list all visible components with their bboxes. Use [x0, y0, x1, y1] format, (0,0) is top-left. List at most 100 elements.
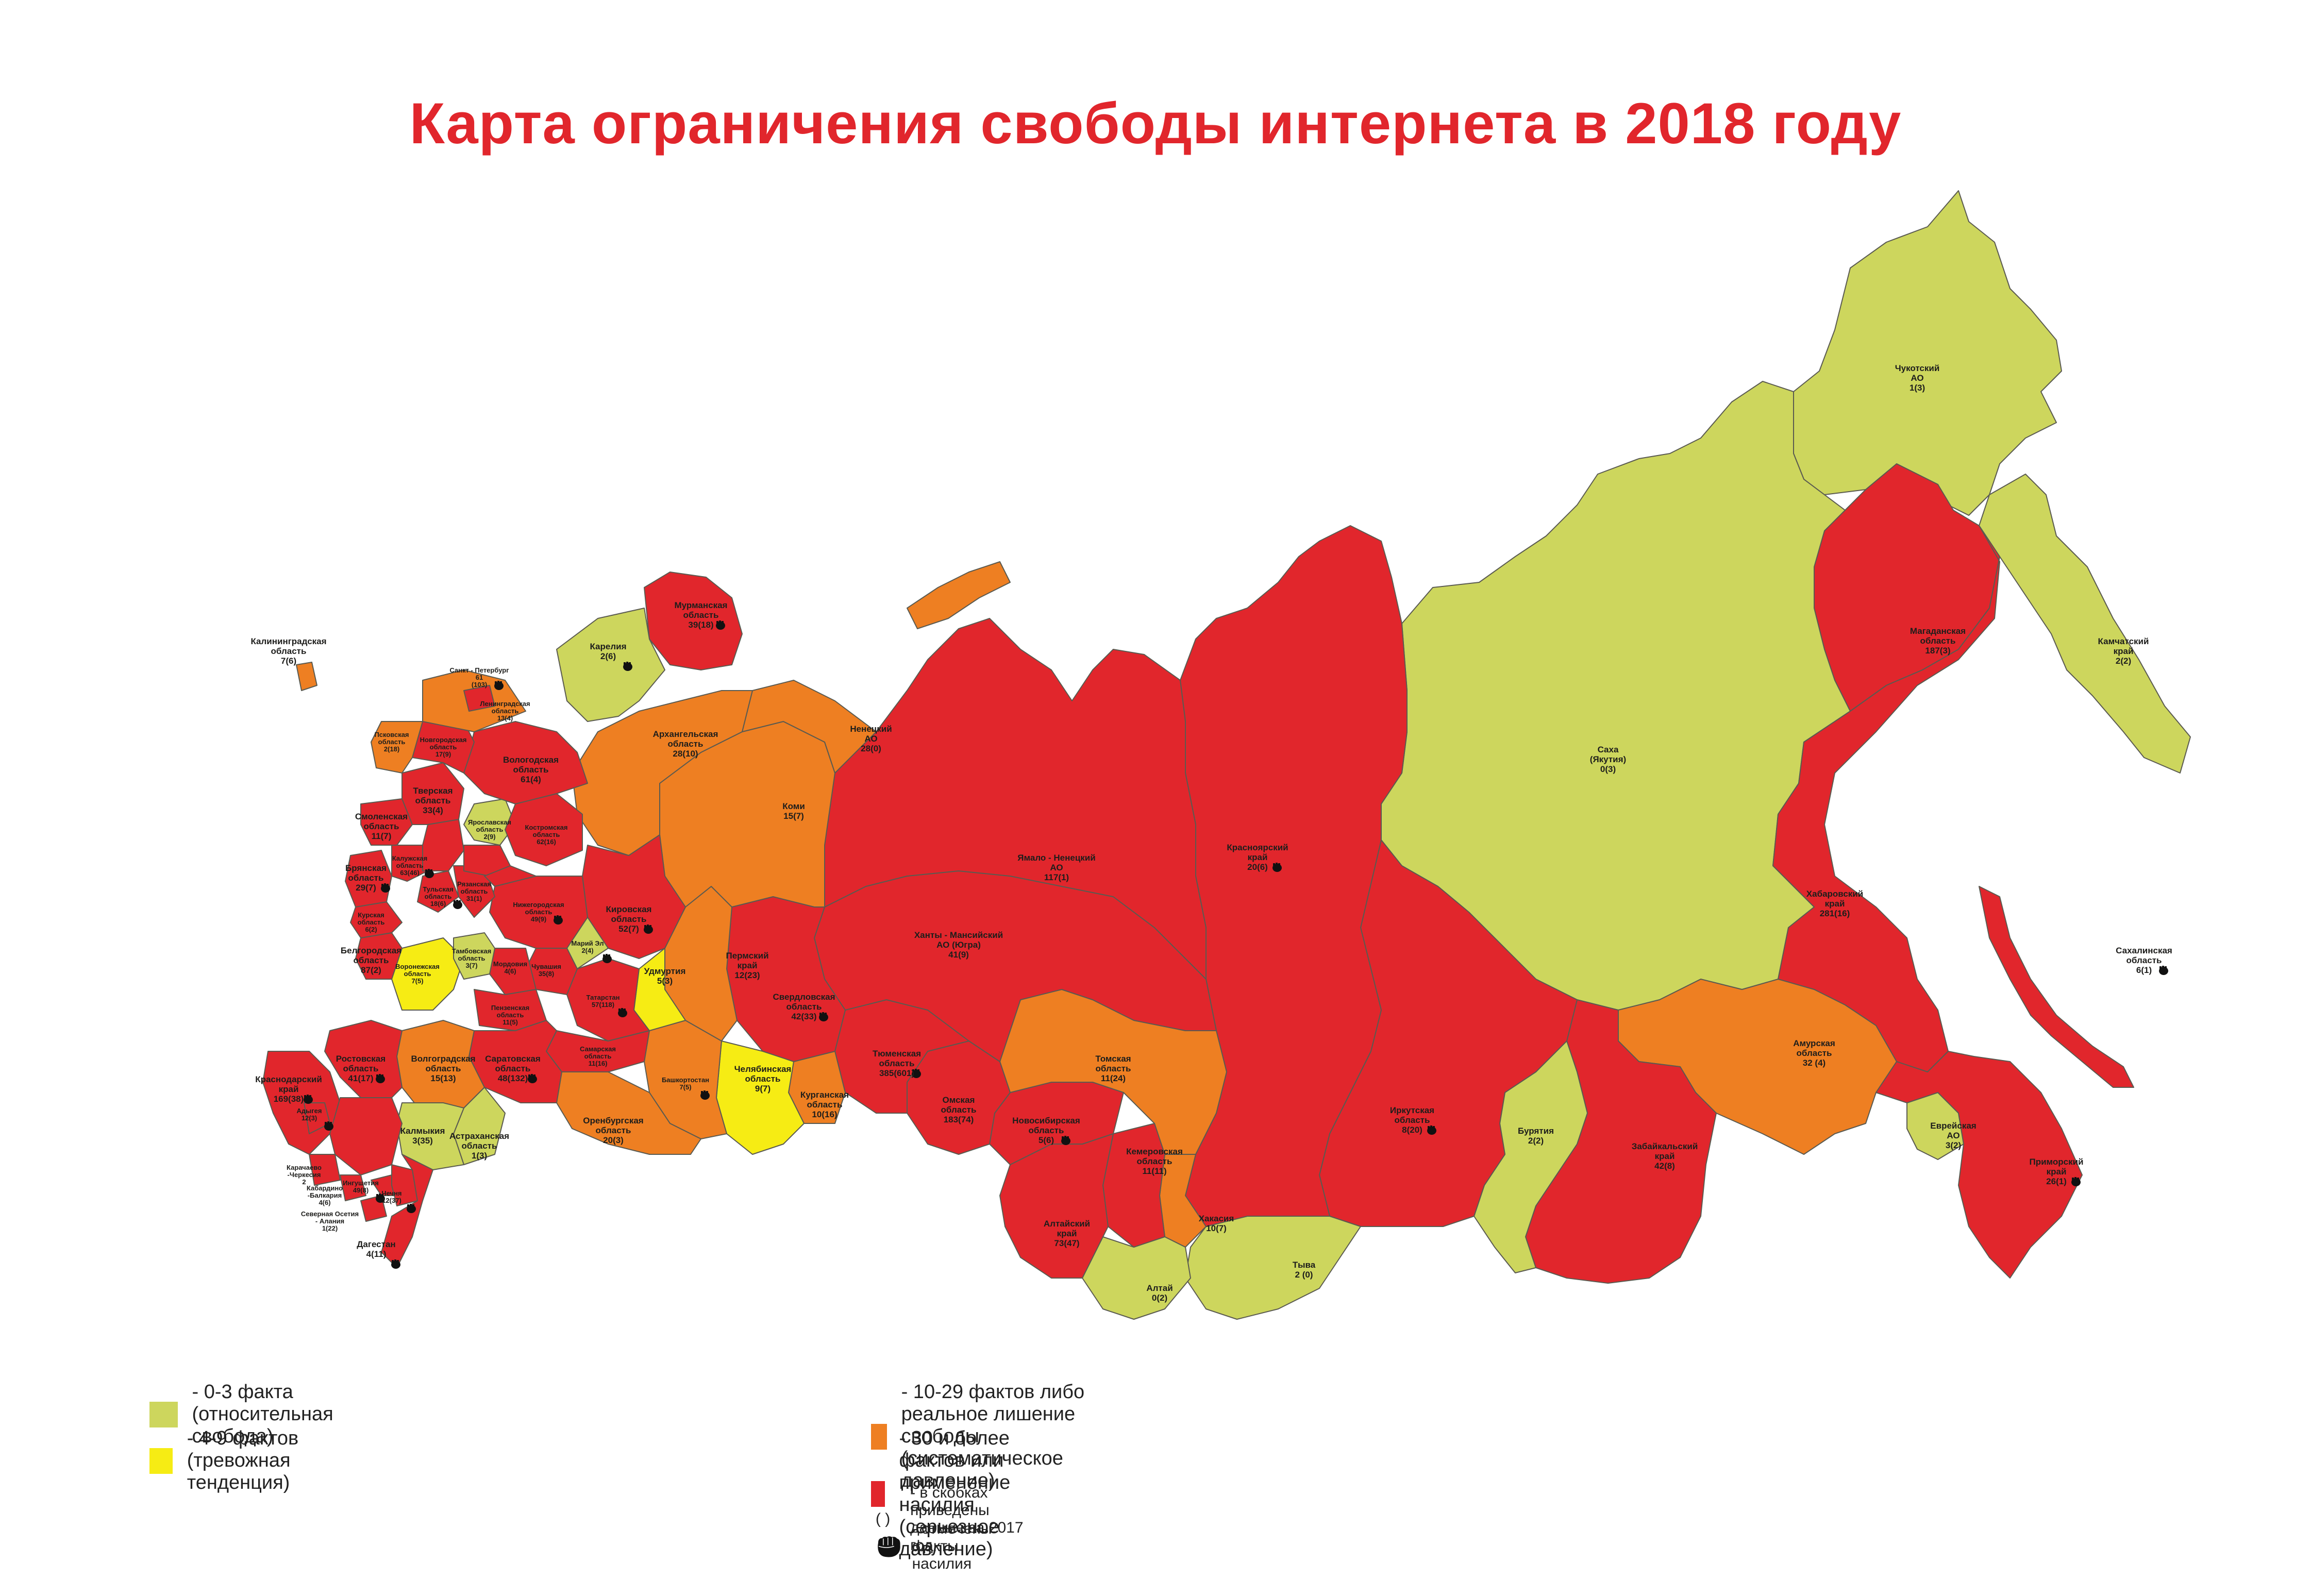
region-label-nenets: Ненецкий АО 28(0): [850, 724, 892, 753]
region-label-tambov: Тамбовская область 3(7): [452, 947, 491, 969]
parentheses-symbol: ( ): [875, 1510, 891, 1527]
region-primorsky: [1875, 1051, 2083, 1279]
region-label-tatarstan: Татарстан 57(118): [586, 994, 619, 1009]
region-label-omsk: Омская область 183(74): [941, 1095, 977, 1124]
fist-icon: [602, 954, 612, 963]
region-label-kursk: Курская область 6(2): [358, 911, 385, 933]
region-voronezh: [391, 937, 464, 1011]
region-kostroma: [505, 793, 583, 866]
region-nizhny: [489, 876, 588, 949]
region-label-khanty: Ханты - Мансийский АО (Югра) 41(9): [914, 930, 1003, 960]
region-karelia: [556, 608, 665, 722]
legend-note-2017: ( ) - в скобках приведены данные за 2017…: [871, 1484, 1028, 1554]
region-label-kostroma: Костромская область 62(16): [525, 824, 567, 846]
region-label-ryazan: Рязанская область 31(1): [457, 880, 491, 902]
region-label-altai_rep: Алтай 0(2): [1146, 1283, 1173, 1303]
region-label-nizhny: Нижегородская область 49(9): [513, 901, 564, 923]
region-bryansk: [345, 850, 392, 908]
region-moscow: [422, 819, 464, 871]
region-label-kaliningrad: Калининградская область 7(6): [250, 636, 326, 666]
region-karachay: [309, 1154, 341, 1186]
region-kabardino: [340, 1174, 366, 1201]
region-label-amur: Амурская область 32 (4): [1793, 1038, 1835, 1068]
region-label-vologda: Вологодская область 61(4): [503, 755, 559, 784]
region-murmansk: [644, 572, 743, 670]
legend-swatch-serious: [871, 1481, 885, 1507]
region-label-kirov: Кировская область 52(7): [606, 904, 652, 934]
region-label-khabarovsk: Хабаровский край 281(16): [1806, 889, 1863, 918]
region-label-karelia: Карелия 2(6): [590, 642, 626, 661]
legend-label-serious: - 30 и более фактов или применение насил…: [899, 1427, 1011, 1560]
region-label-udmurtia: Удмуртия 5(3): [644, 966, 686, 986]
region-novaya: [907, 561, 1011, 629]
region-label-chechnya: Чечня 12(37): [381, 1189, 401, 1204]
region-label-sverdlovsk: Свердловская область 42(33): [773, 992, 835, 1021]
region-label-tomsk: Томская область 11(24): [1095, 1054, 1131, 1083]
region-label-orenburg: Оренбургская область 20(3): [583, 1116, 643, 1145]
region-spb: [463, 685, 495, 712]
region-orenburg: [556, 1071, 701, 1155]
region-label-tuva: Тыва 2 (0): [1293, 1260, 1316, 1280]
region-label-kurgan: Курганская область 10(16): [800, 1090, 849, 1119]
region-label-dagestan: Дагестан 4(11): [357, 1239, 395, 1259]
fist-icon: [453, 900, 462, 909]
region-label-yamal: Ямало - Ненецкий АО 117(1): [1017, 853, 1095, 882]
region-label-kabardino: Кабардино -Балкария 4(6): [307, 1184, 343, 1206]
region-label-tyumen: Тюменская область 385(601): [873, 1049, 921, 1078]
legend-item-free: - 0-3 факта (относительная свобода): [149, 1381, 361, 1448]
region-label-spb: Санкт - Петербург 61 (103): [449, 666, 509, 688]
region-label-pskov: Псковская область 2(18): [374, 731, 409, 753]
region-sakhalin: [1979, 886, 2134, 1088]
region-label-astrakhan: Астраханская область 1(3): [449, 1131, 509, 1161]
region-label-voronezh: Воронежская область 7(5): [395, 963, 440, 985]
region-tambov: [453, 932, 495, 980]
region-label-krasnodar: Краснодарский край 169(38): [255, 1074, 322, 1104]
region-label-karachay: Карачаево -Черкесия 2: [287, 1164, 322, 1186]
fist-icon: [878, 1536, 900, 1557]
region-label-mariel: Марий Эл 2(4): [572, 939, 604, 954]
region-label-ossetia: Северная Осетия - Алания 1(22): [301, 1210, 359, 1232]
region-label-chuvashia: Чувашия 35(8): [531, 963, 561, 978]
region-label-altai_krai: Алтайский край 73(47): [1044, 1219, 1090, 1248]
legend-label-warning: - 4-9 фактов (тревожная тенденция): [187, 1427, 299, 1493]
region-label-volgograd: Волгоградская область 15(13): [411, 1054, 475, 1083]
legend-swatch-systematic: [871, 1423, 887, 1450]
region-label-zabaykalsky: Забайкальский край 42(8): [1632, 1141, 1698, 1171]
region-chechnya: [391, 1164, 418, 1206]
region-label-krasnoyarsk: Красноярский край 20(6): [1227, 843, 1288, 872]
region-label-rostov: Ростовская область 41(17): [336, 1054, 386, 1083]
region-chukotka: [1793, 190, 2062, 516]
region-label-bryansk: Брянская область 29(7): [345, 863, 387, 893]
region-label-novosibirsk: Новосибирская область 5(6): [1012, 1116, 1080, 1145]
region-label-chukotka: Чукотский АО 1(3): [1895, 363, 1940, 393]
region-khabarovsk: [1772, 525, 2000, 1072]
region-label-buryatia: Бурятия 2(2): [1518, 1126, 1554, 1146]
region-krasnodar: [262, 1051, 341, 1155]
region-label-irkutsk: Иркутская область 8(20): [1390, 1105, 1434, 1135]
region-altai_rep: [1082, 1236, 1191, 1320]
fist-icon: [2159, 966, 2168, 975]
region-tver: [401, 762, 464, 825]
region-label-leningrad: Ленинградская область 13(4): [480, 700, 530, 722]
region-label-perm: Пермский край 12(23): [726, 951, 768, 980]
legend-note-violence-label: - отмечены факты насилия: [912, 1520, 992, 1572]
legend-swatch-free: [149, 1401, 178, 1427]
region-tula: [417, 870, 459, 913]
region-label-belgorod: Белгородская область 87(2): [341, 946, 401, 975]
map-title: Карта ограничения свободы интернета в 20…: [409, 91, 1902, 156]
region-vologda: [463, 721, 588, 804]
region-stavropol: [329, 1097, 403, 1175]
region-yamal: [824, 618, 1207, 980]
legend-swatch-warning: [149, 1448, 173, 1474]
region-label-novgorod: Новгородская область 17(9): [420, 736, 467, 758]
region-label-murmansk: Мурманская область 39(18): [675, 600, 728, 630]
region-label-sakha: Саха (Якутия) 0(3): [1590, 745, 1626, 774]
legend-note-violence: - отмечены факты насилия: [876, 1520, 1009, 1573]
region-dagestan: [381, 1154, 433, 1268]
region-label-mordovia: Мордовия 4(6): [493, 960, 527, 975]
legend-label-free: - 0-3 факта (относительная свобода): [192, 1381, 333, 1447]
legend-label-systematic: - 10-29 фактов либо реальное лишение сво…: [901, 1381, 1085, 1491]
region-label-tula: Тульская область 18(6): [423, 885, 453, 908]
region-vladimir: [484, 865, 537, 887]
region-label-kamchatka: Камчатский край 2(2): [2098, 636, 2149, 666]
